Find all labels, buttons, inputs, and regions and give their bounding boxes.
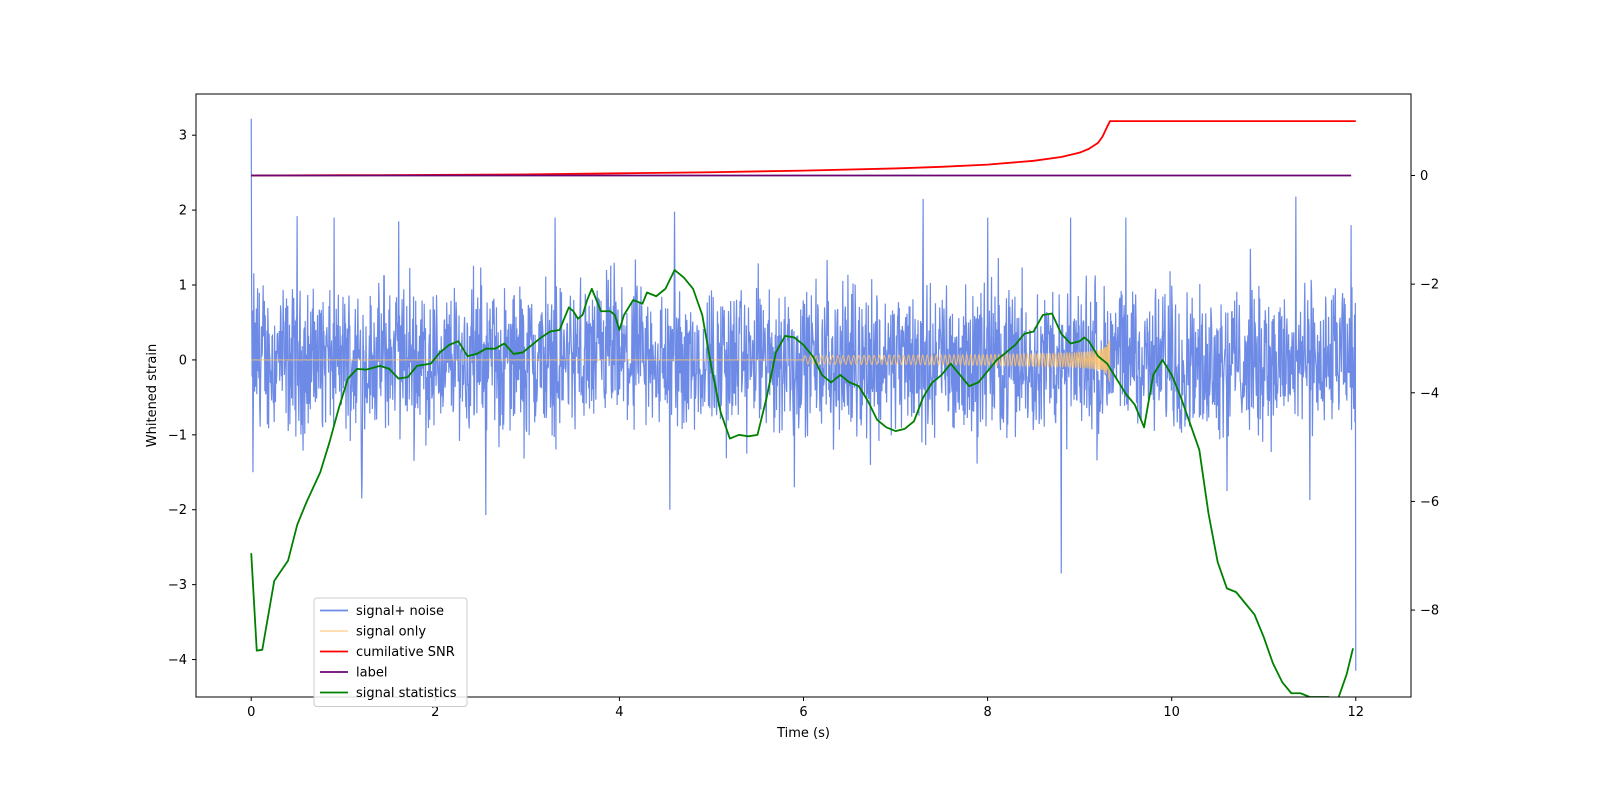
legend-label-noise: signal+ noise: [356, 604, 444, 619]
x-axis-label: Time (s): [776, 726, 830, 741]
signal-only-line: [251, 340, 1111, 383]
series-signal-only: [251, 340, 1111, 383]
y-tick-label: −4: [168, 653, 187, 668]
y2-tick-label: −6: [1420, 495, 1439, 510]
y-axis-label: Whitened strain: [145, 344, 160, 447]
x-tick-label: 2: [431, 705, 439, 720]
y2-tick-label: −4: [1420, 386, 1439, 401]
y2-tick-label: −8: [1420, 604, 1439, 619]
x-tick-label: 12: [1347, 705, 1364, 720]
noise-line: [250, 118, 1357, 671]
series-signal-statistics: [250, 269, 1354, 697]
legend-label-label: label: [356, 666, 387, 681]
y-tick-label: 3: [179, 129, 187, 144]
series-cumilative-snr: [251, 120, 1356, 177]
y2-axis-ticks: −8 −6 −4 −2 0: [1411, 169, 1439, 619]
y-tick-label: 0: [179, 353, 187, 368]
y-tick-label: 1: [179, 279, 187, 294]
legend-label-signal: signal only: [356, 625, 426, 640]
signal-statistics-line: [250, 269, 1354, 697]
legend-label-snr: cumilative SNR: [356, 645, 455, 660]
x-tick-label: 4: [615, 705, 623, 720]
legend-box: [313, 597, 468, 707]
x-tick-label: 8: [983, 705, 991, 720]
y2-tick-label: −2: [1420, 278, 1439, 293]
legend-label-stats: signal statistics: [356, 686, 457, 701]
plot-area: [250, 118, 1357, 697]
y-axis-ticks: −4 −3 −2 −1 0 1 2 3: [168, 129, 196, 668]
x-tick-label: 10: [1163, 705, 1180, 720]
x-tick-label: 0: [247, 705, 255, 720]
x-axis-ticks: 0 2 4 6 8 10 12: [247, 697, 1364, 720]
y-tick-label: −2: [168, 503, 187, 518]
x-tick-label: 6: [799, 705, 807, 720]
series-signal-noise: [250, 118, 1357, 671]
y2-tick-label: 0: [1420, 169, 1428, 184]
legend: signal+ noise signal only cumilative SNR la…: [313, 597, 468, 707]
y-tick-label: 2: [179, 204, 187, 219]
y-tick-label: −1: [168, 428, 187, 443]
y-tick-label: −3: [168, 578, 187, 593]
cumilative-snr-line: [251, 120, 1356, 177]
